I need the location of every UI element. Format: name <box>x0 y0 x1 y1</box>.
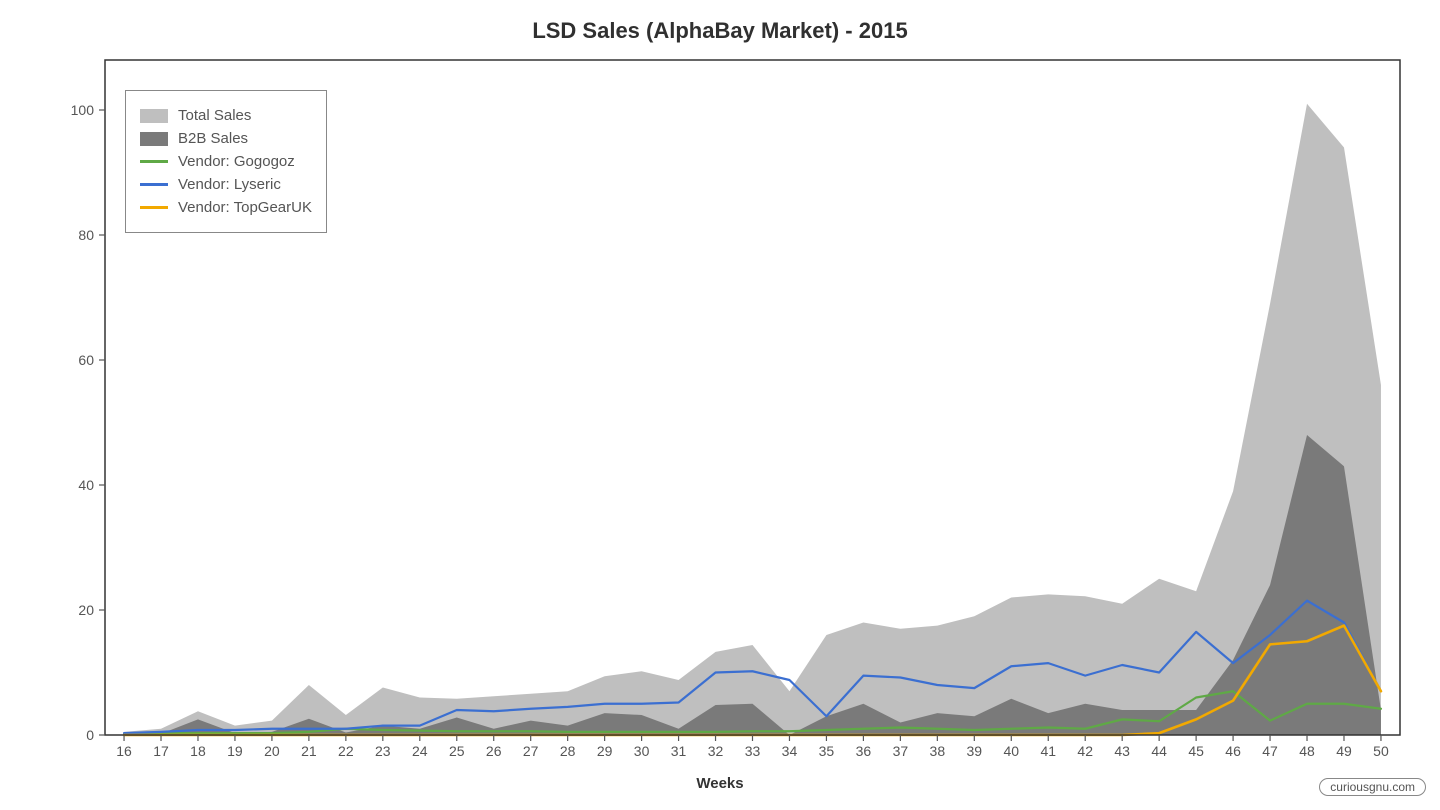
legend-swatch <box>140 206 168 209</box>
x-tick-label: 50 <box>1366 743 1396 759</box>
x-tick-label: 42 <box>1070 743 1100 759</box>
x-tick-label: 25 <box>442 743 472 759</box>
legend-label: Total Sales <box>178 107 251 124</box>
x-tick-label: 33 <box>738 743 768 759</box>
y-tick-label: 60 <box>54 352 94 368</box>
x-tick-label: 32 <box>701 743 731 759</box>
legend-swatch <box>140 109 168 123</box>
x-tick-label: 48 <box>1292 743 1322 759</box>
x-tick-label: 21 <box>294 743 324 759</box>
chart-container: LSD Sales (AlphaBay Market) - 2015 Reven… <box>0 0 1440 810</box>
x-tick-label: 27 <box>516 743 546 759</box>
x-tick-label: 18 <box>183 743 213 759</box>
x-tick-label: 47 <box>1255 743 1285 759</box>
x-tick-label: 17 <box>146 743 176 759</box>
x-tick-label: 37 <box>885 743 915 759</box>
y-tick-label: 80 <box>54 227 94 243</box>
x-tick-label: 30 <box>627 743 657 759</box>
legend-label: Vendor: Lyseric <box>178 176 281 193</box>
y-tick-label: 100 <box>54 102 94 118</box>
x-tick-label: 46 <box>1218 743 1248 759</box>
legend-label: B2B Sales <box>178 130 248 147</box>
x-tick-label: 49 <box>1329 743 1359 759</box>
x-tick-label: 26 <box>479 743 509 759</box>
x-tick-label: 34 <box>774 743 804 759</box>
legend-item: Total Sales <box>140 107 312 124</box>
x-tick-label: 39 <box>959 743 989 759</box>
y-tick-label: 40 <box>54 477 94 493</box>
x-tick-label: 35 <box>811 743 841 759</box>
x-tick-label: 22 <box>331 743 361 759</box>
x-tick-label: 19 <box>220 743 250 759</box>
legend-item: B2B Sales <box>140 130 312 147</box>
x-tick-label: 20 <box>257 743 287 759</box>
legend-swatch <box>140 183 168 186</box>
x-tick-label: 31 <box>664 743 694 759</box>
x-tick-label: 28 <box>553 743 583 759</box>
x-tick-label: 45 <box>1181 743 1211 759</box>
x-tick-label: 41 <box>1033 743 1063 759</box>
x-tick-label: 38 <box>922 743 952 759</box>
legend-label: Vendor: TopGearUK <box>178 199 312 216</box>
legend-item: Vendor: Lyseric <box>140 176 312 193</box>
legend-item: Vendor: TopGearUK <box>140 199 312 216</box>
legend-item: Vendor: Gogogoz <box>140 153 312 170</box>
x-tick-label: 16 <box>109 743 139 759</box>
x-tick-label: 29 <box>590 743 620 759</box>
x-tick-label: 40 <box>996 743 1026 759</box>
legend: Total Sales B2B Sales Vendor: Gogogoz Vendo… <box>125 90 327 233</box>
x-tick-label: 23 <box>368 743 398 759</box>
y-tick-label: 0 <box>54 727 94 743</box>
legend-swatch <box>140 160 168 163</box>
attribution-badge: curiousgnu.com <box>1319 778 1426 796</box>
x-tick-label: 24 <box>405 743 435 759</box>
x-tick-label: 44 <box>1144 743 1174 759</box>
y-tick-label: 20 <box>54 602 94 618</box>
x-tick-label: 36 <box>848 743 878 759</box>
legend-label: Vendor: Gogogoz <box>178 153 295 170</box>
legend-swatch <box>140 132 168 146</box>
x-tick-label: 43 <box>1107 743 1137 759</box>
